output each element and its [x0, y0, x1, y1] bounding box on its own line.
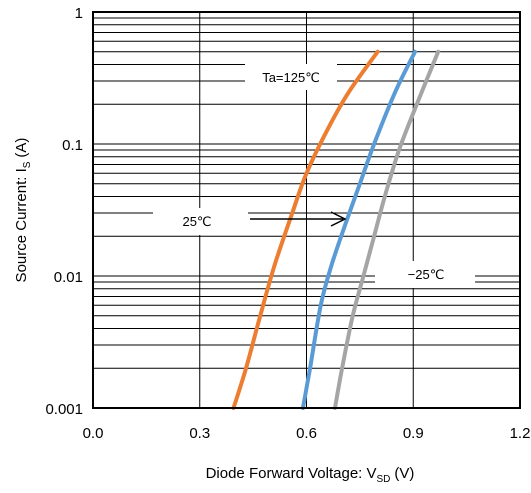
- x-tick-label: 1.2: [510, 425, 531, 442]
- x-tick-label: 0.9: [403, 425, 424, 442]
- series-line-25: [332, 49, 441, 410]
- annotation-label: −25℃: [408, 267, 445, 282]
- annotation-label: Ta=125℃: [262, 70, 320, 85]
- y-tick-label: 0.1: [62, 137, 83, 154]
- y-axis-title: Source Current: IS (A): [13, 138, 33, 283]
- annotation-arrowhead: [330, 211, 347, 227]
- annotation-box: [375, 261, 475, 288]
- annotation-box: [245, 64, 337, 90]
- series-line-ta-125: [231, 49, 380, 410]
- x-axis-title-unit: (V): [394, 465, 414, 482]
- tick-label-layer: 0.0 0.3 0.6 0.9 1.2 0.001 0.01 0.1 1: [45, 5, 530, 442]
- annotation-layer: Ta=125℃ 25℃ −25℃: [153, 64, 475, 288]
- x-axis-title-subscript: SD: [377, 474, 391, 485]
- plot-frame: [92, 11, 521, 409]
- x-axis-title-main: Diode Forward Voltage: V: [206, 465, 377, 482]
- y-tick-label: 1: [75, 5, 83, 22]
- y-tick-label: 0.01: [54, 269, 83, 286]
- series-layer: [231, 49, 441, 410]
- x-tick-label: 0.0: [83, 425, 104, 442]
- annotation-label: 25℃: [182, 214, 211, 229]
- y-axis-title-unit: (A): [13, 138, 30, 158]
- y-axis-title-subscript: S: [22, 161, 33, 168]
- x-tick-label: 0.6: [296, 425, 317, 442]
- x-tick-label: 0.3: [189, 425, 210, 442]
- x-axis-title: Diode Forward Voltage: VSD (V): [206, 465, 415, 485]
- y-tick-label: 0.001: [45, 401, 83, 418]
- annotation-box: [153, 208, 248, 235]
- series-line-25: [300, 49, 418, 410]
- y-axis-title-main: Source Current: I: [13, 168, 30, 282]
